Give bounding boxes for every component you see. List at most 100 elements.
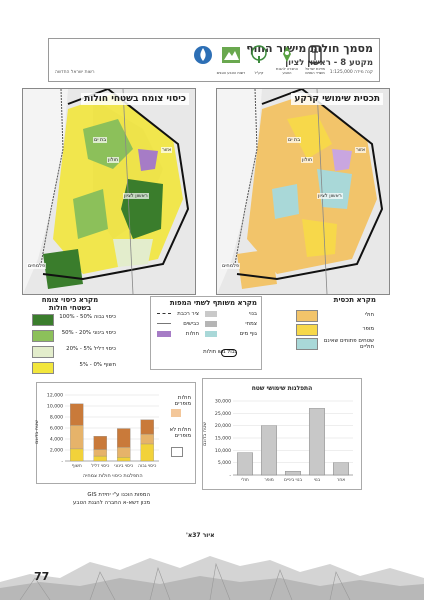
legend-swatch-high — [32, 314, 54, 326]
boundary-symbol — [221, 349, 237, 357]
legend-label-rail: ציר רכבת — [177, 311, 199, 317]
legend-swatch-medium — [32, 330, 54, 342]
common-legend: מקרא משותף לשתי המפות ציר רכבת כבישים חו… — [150, 296, 262, 370]
y-tick-label: - — [229, 474, 231, 479]
common-legend-title: מקרא משותף לשתי המפות — [169, 299, 257, 307]
legend-label-water: גוף מים — [239, 331, 257, 337]
stacked-bar-segment — [70, 448, 84, 462]
vegetation-chart-x-title: התפלגות כיסוי חולות צמחיה — [83, 473, 143, 479]
mountain-footer-decoration — [0, 556, 424, 600]
place-label-holon: חולון — [107, 157, 120, 163]
y-tick-label: 5,000 — [218, 460, 231, 466]
x-category-label: בנוי ביניים — [284, 478, 302, 483]
nature-authority-logo: רשות הטבע והגנים — [217, 44, 245, 75]
legend-label-sparse: כיסוי דליל 5% - 20% — [66, 346, 116, 352]
bar — [332, 462, 349, 476]
x-category-label: בנוי — [314, 478, 321, 483]
bar — [284, 471, 301, 476]
y-tick-label: 30,000 — [215, 399, 231, 405]
x-category-label: כיסוי גבוה — [138, 464, 157, 469]
legend-label-sandy: חולי — [364, 312, 374, 318]
tree-logo: קק"ל — [248, 44, 270, 75]
place-label-rishon: ראשון לציון — [123, 193, 149, 199]
land-use-map: תכסית שימושי קרקע בת ים חולון אזור ראשון… — [216, 88, 390, 295]
stacked-bar-segment — [70, 425, 84, 450]
vegetation-cover-map: כיסוי צומח בשטחי חולות בת ים חולון אזור … — [22, 88, 196, 295]
stacked-bar-segment — [93, 455, 107, 462]
y-tick-label: 10,000 — [47, 404, 63, 410]
y-tick-label: 10,000 — [215, 448, 231, 454]
authority-note: רשות ישראל החדשה — [55, 70, 95, 75]
place-label-holon: חולון — [301, 157, 314, 163]
y-tick-label: - — [61, 460, 63, 465]
land-use-chart-svg: - 5,000 10,000 15,000 20,000 25,000 30,000 חולי… — [215, 399, 353, 483]
place-label-rishon: ראשון לציון — [317, 193, 343, 199]
place-label-palmachim: פלמחים — [27, 263, 47, 269]
bar — [261, 425, 278, 476]
land-use-chart-title: התפלגות שימושי שטח — [251, 385, 313, 392]
stacked-bar-segment — [70, 403, 84, 426]
vegetation-legend: מקרא כיסוי צומח בשטחי חולות — [30, 296, 110, 312]
y-tick-label: 4,000 — [50, 437, 63, 443]
legend-label-plant: צמחי — [245, 321, 257, 327]
land-use-map-title: תכסית שימושי קרקע — [291, 93, 383, 105]
legend-label-sands: חולות — [185, 331, 199, 337]
x-category-label: חולי — [241, 478, 249, 483]
y-tick-label: 12,000 — [47, 393, 63, 399]
place-label-azor: אזור — [161, 147, 173, 153]
stacked-bar-segment — [140, 443, 154, 462]
legend-label-roads: כבישים — [183, 321, 199, 327]
vegetation-legend-title: מקרא כיסוי צומח בשטחי חולות — [41, 296, 99, 312]
plant-swatch — [205, 321, 217, 327]
vegetation-map-title: כיסוי צומח בשטחי חולות — [81, 93, 189, 105]
legend-label-built: בנוי — [249, 311, 257, 317]
legend-label-bare: חשוף 0% - 5% — [79, 362, 116, 368]
people-logo: החברה להגנת הטבע — [276, 44, 298, 75]
legend-label-high: כיסוי גבוה 50% - 100% — [59, 314, 116, 320]
legend-label-disturbed: מופר — [362, 326, 374, 332]
chart-legend-undisturbed-swatch — [171, 447, 183, 457]
gis-credit-line-1: המפות הוכנו ע"י יחידת GIS — [87, 492, 150, 498]
water-drop-logo — [192, 44, 214, 74]
vegetation-chart-svg: - 2,000 4,000 6,000 8,000 10,000 12,000 חשוף כיס… — [47, 393, 159, 469]
legend-label-open: שטחים פתוחים שאינם חוליים — [323, 338, 374, 350]
place-label-palmachim: פלמחים — [221, 263, 241, 269]
chart-legend-undisturbed-label: חולות לא מופרים — [169, 427, 191, 439]
x-category-label: כיסוי בינוני — [114, 464, 134, 469]
y-tick-label: 25,000 — [215, 411, 231, 417]
vegetation-cover-chart: - 2,000 4,000 6,000 8,000 10,000 12,000 חשוף כיס… — [33, 382, 196, 484]
state-emblem-logo: מדינת ישראל משרד הפנים — [304, 44, 326, 75]
y-tick-label: 20,000 — [215, 423, 231, 429]
legend-swatch-disturbed — [296, 324, 318, 336]
y-tick-label: 8,000 — [50, 415, 63, 421]
place-label-bat-yam: בת ים — [287, 137, 302, 143]
land-use-legend: מקרא תכסית חולי מופר שטחים פתוחים שאינם … — [296, 296, 376, 350]
stacked-bar-segment — [117, 428, 131, 448]
place-label-bat-yam: בת ים — [93, 137, 108, 143]
page-number: 77 — [34, 570, 50, 583]
bar — [308, 408, 325, 476]
sands-swatch — [157, 331, 171, 337]
x-category-label: מופר — [264, 478, 273, 483]
legend-label-boundary: גבול גוש חולות — [203, 349, 237, 355]
bar — [237, 452, 254, 476]
y-tick-label: 2,000 — [50, 448, 63, 454]
x-category-label: חשוף — [72, 464, 82, 469]
vegetation-chart-y-title: שטח בדונם — [33, 420, 40, 444]
stacked-bar-segment — [93, 449, 107, 457]
built-swatch — [205, 311, 217, 317]
rail-line-symbol — [157, 313, 171, 314]
chart-legend-disturbed-swatch — [171, 409, 181, 417]
map-scale: קנה מידה 1:125,000 — [329, 70, 373, 75]
land-use-map-graphic — [217, 89, 389, 294]
water-swatch — [205, 331, 217, 337]
legend-swatch-open — [296, 338, 318, 350]
land-use-chart-y-title: שטח בדונם — [201, 422, 208, 446]
stacked-bar-segment — [117, 457, 131, 462]
legend-swatch-bare — [32, 362, 54, 374]
stacked-bar-segment — [140, 419, 154, 435]
stacked-bar-segment — [140, 433, 154, 445]
legend-swatch-sandy — [296, 310, 318, 322]
place-label-azor: אזור — [355, 147, 367, 153]
vegetation-map-graphic — [23, 89, 195, 294]
